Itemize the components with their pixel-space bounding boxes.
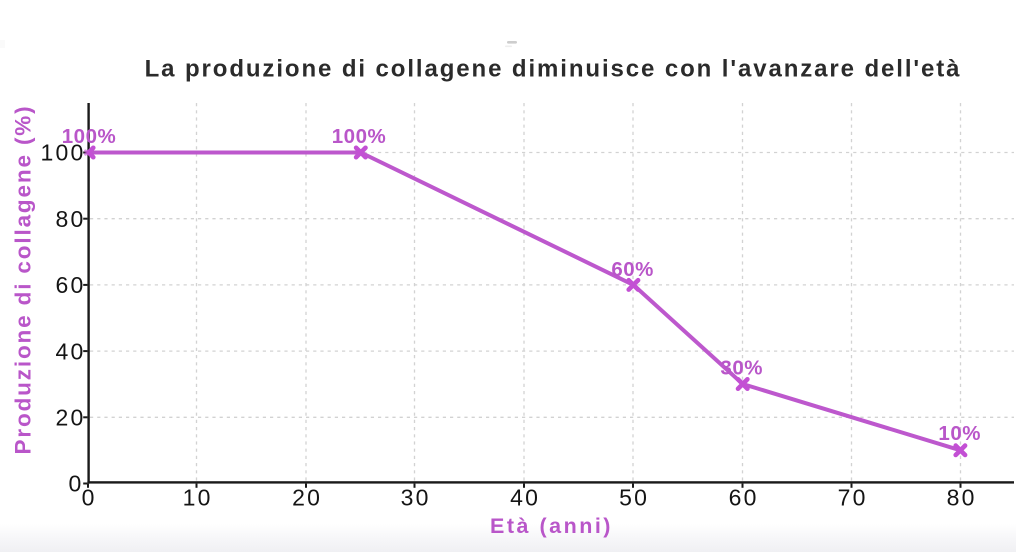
svg-text:70: 70: [838, 485, 868, 511]
svg-text:20: 20: [292, 485, 322, 511]
svg-text:Produzione di collagene (%): Produzione di collagene (%): [11, 105, 36, 455]
svg-text:10: 10: [183, 485, 213, 511]
svg-text:0: 0: [82, 485, 97, 511]
svg-text:100: 100: [41, 140, 86, 166]
svg-text:30%: 30%: [720, 356, 763, 379]
svg-text:La produzione di collagene dim: La produzione di collagene diminuisce co…: [145, 56, 962, 83]
svg-text:0: 0: [69, 471, 84, 497]
svg-text:50: 50: [619, 485, 649, 511]
svg-text:80: 80: [56, 206, 86, 232]
svg-text:100%: 100%: [332, 125, 386, 148]
svg-text:60: 60: [729, 485, 759, 511]
svg-text:60%: 60%: [611, 258, 654, 281]
svg-text:40: 40: [56, 338, 86, 364]
svg-text:40: 40: [510, 485, 540, 511]
svg-text:20: 20: [56, 405, 86, 431]
svg-text:60: 60: [56, 272, 86, 298]
svg-text:10%: 10%: [938, 422, 981, 445]
svg-text:Età (anni): Età (anni): [490, 514, 613, 538]
svg-text:80: 80: [947, 485, 977, 511]
svg-text:30: 30: [401, 485, 431, 511]
svg-text:100%: 100%: [62, 125, 116, 148]
